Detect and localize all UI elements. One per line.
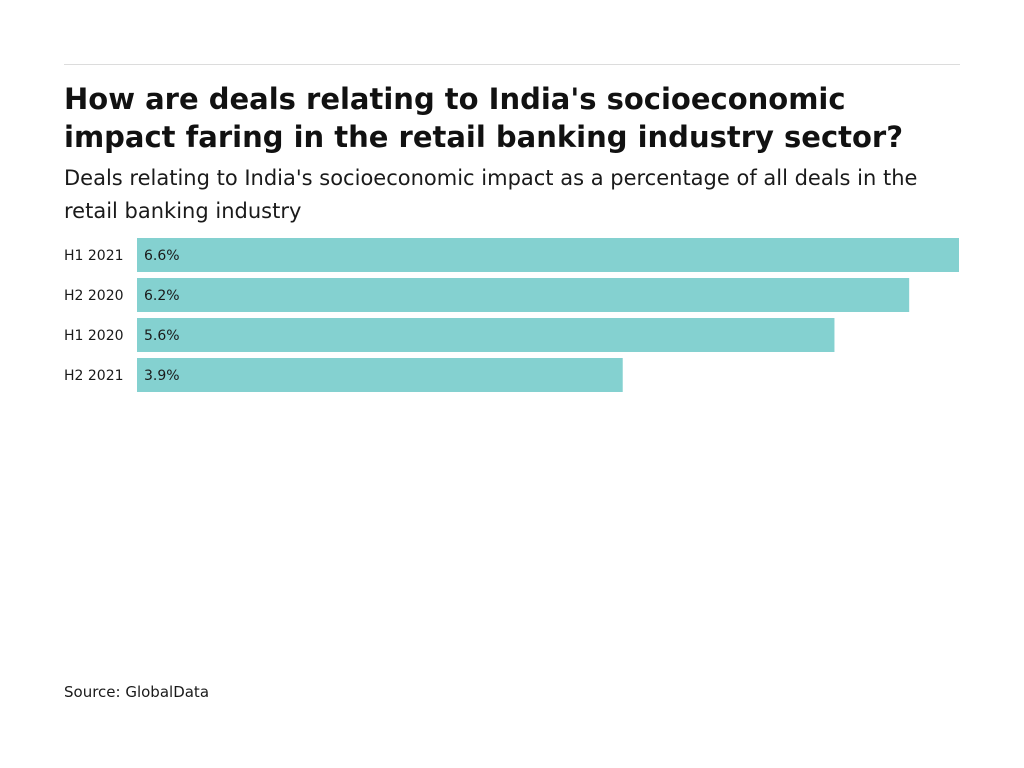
value-label: 6.2%: [144, 288, 180, 304]
bar: [137, 358, 623, 392]
bar: [137, 318, 835, 352]
bar: [137, 238, 959, 272]
bar: [137, 278, 910, 312]
value-label: 3.9%: [144, 368, 180, 384]
value-label: 5.6%: [144, 328, 180, 344]
chart-subtitle: Deals relating to India's socioeconomic …: [64, 166, 918, 223]
category-label: H1 2021: [64, 248, 124, 264]
category-label: H1 2020: [64, 328, 124, 344]
source-note: Source: GlobalData: [64, 683, 210, 701]
top-divider: [64, 64, 960, 65]
category-label: H2 2021: [64, 368, 124, 384]
category-label: H2 2020: [64, 288, 124, 304]
bar-chart: H1 2021 6.6% H2 2020 6.2% H1 2020 5.6% H2 2021…: [64, 238, 959, 392]
value-label: 6.6%: [144, 248, 180, 264]
chart-title: How are deals relating to India's socioe…: [64, 82, 904, 154]
